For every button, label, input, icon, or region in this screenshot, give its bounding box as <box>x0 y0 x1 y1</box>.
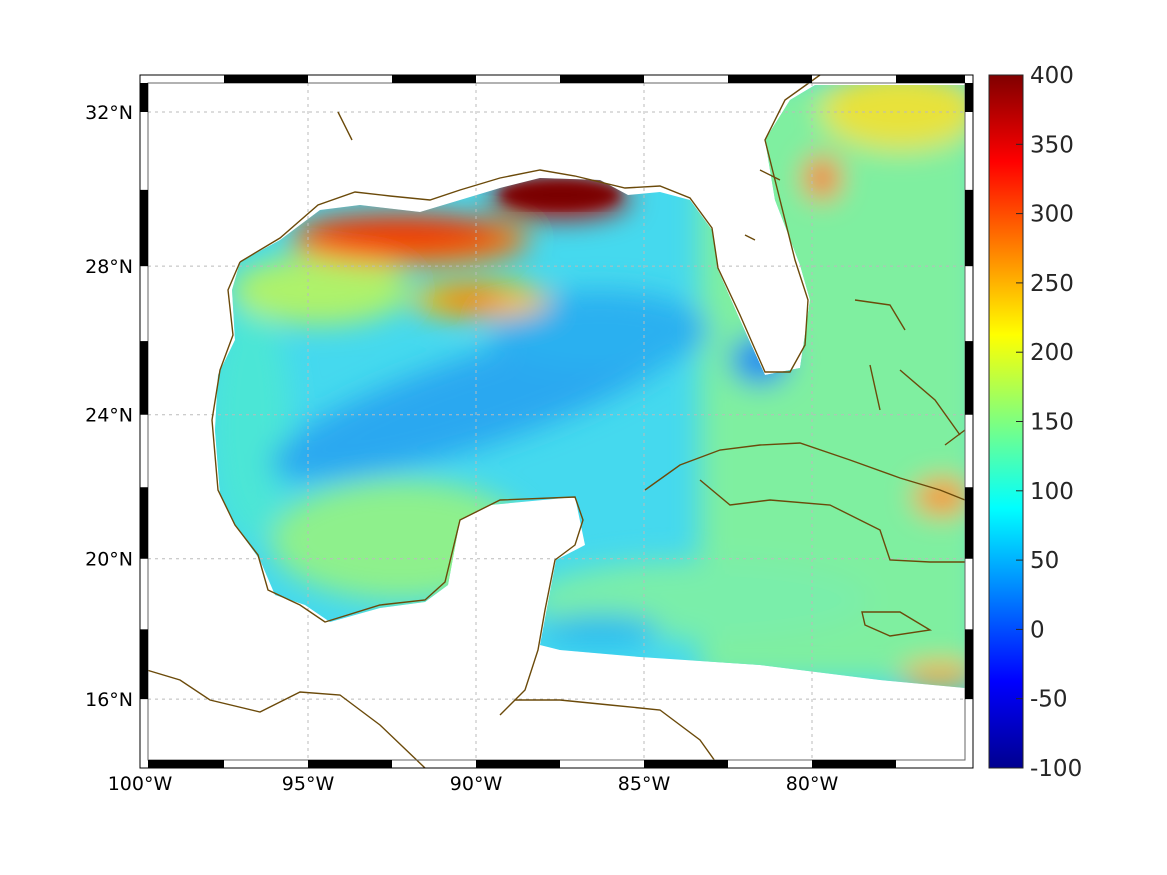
frame-segment-top <box>560 75 644 83</box>
y-tick-label: 16°N <box>85 689 133 711</box>
y-tick-label: 20°N <box>85 549 133 571</box>
colorbar-tick-label: 350 <box>1030 132 1074 158</box>
x-tick-label: 85°W <box>618 773 671 795</box>
colorbar: 400 350 300 250 200 150 100 50 0 -50 -100 <box>988 63 1082 782</box>
x-tick-label: 80°W <box>786 773 839 795</box>
frame-segment-top <box>896 75 965 83</box>
frame-segment-left <box>140 189 148 267</box>
colorbar-tick-label: 150 <box>1030 410 1074 436</box>
colorbar-tick-label: 0 <box>1030 617 1045 643</box>
frame-segment-top <box>392 75 476 83</box>
x-tick-label: 100°W <box>108 773 173 795</box>
colorbar-tick-label: 50 <box>1030 548 1059 574</box>
frame-segment-bottom <box>308 760 392 768</box>
frame-segment-left <box>140 83 148 112</box>
colorbar-tick-label: 300 <box>1030 202 1074 228</box>
frame-segment-right <box>965 83 973 112</box>
frame-segment-top <box>224 75 308 83</box>
x-tick-label: 90°W <box>450 773 503 795</box>
y-tick-label: 32°N <box>85 102 133 124</box>
y-tick-label: 24°N <box>85 405 133 427</box>
y-tick-label: 28°N <box>85 256 133 278</box>
map-frame <box>139 74 974 769</box>
colorbar-tick-label: 100 <box>1030 479 1074 505</box>
frame-segment-bottom <box>476 760 560 768</box>
x-tick-label: 95°W <box>282 773 335 795</box>
data-field <box>215 85 965 688</box>
axis-tick-labels: 100°W 95°W 90°W 85°W 80°W 32°N 28°N 24°N 20°N 16°… <box>85 102 838 795</box>
frame-segment-left <box>140 341 148 415</box>
frame-segment-top <box>728 75 812 83</box>
frame-segment-right <box>965 629 973 700</box>
colorbar-tick-label: 250 <box>1030 271 1074 297</box>
frame-segment-left <box>140 629 148 700</box>
colorbar-tick-label: -50 <box>1030 687 1068 713</box>
frame-segment-bottom <box>644 760 728 768</box>
coastlines <box>139 74 966 769</box>
frame-segment-right <box>965 341 973 415</box>
frame-segment-right <box>965 189 973 267</box>
colorbar-tick-label: -100 <box>1030 756 1082 782</box>
frame-segment-bottom <box>812 760 896 768</box>
frame-segment-bottom <box>148 760 224 768</box>
colorbar-tick-label: 200 <box>1030 340 1074 366</box>
frame-segment-left <box>140 487 148 559</box>
frame-segment-right <box>965 487 973 559</box>
colorbar-tick-label: 400 <box>1030 63 1074 89</box>
